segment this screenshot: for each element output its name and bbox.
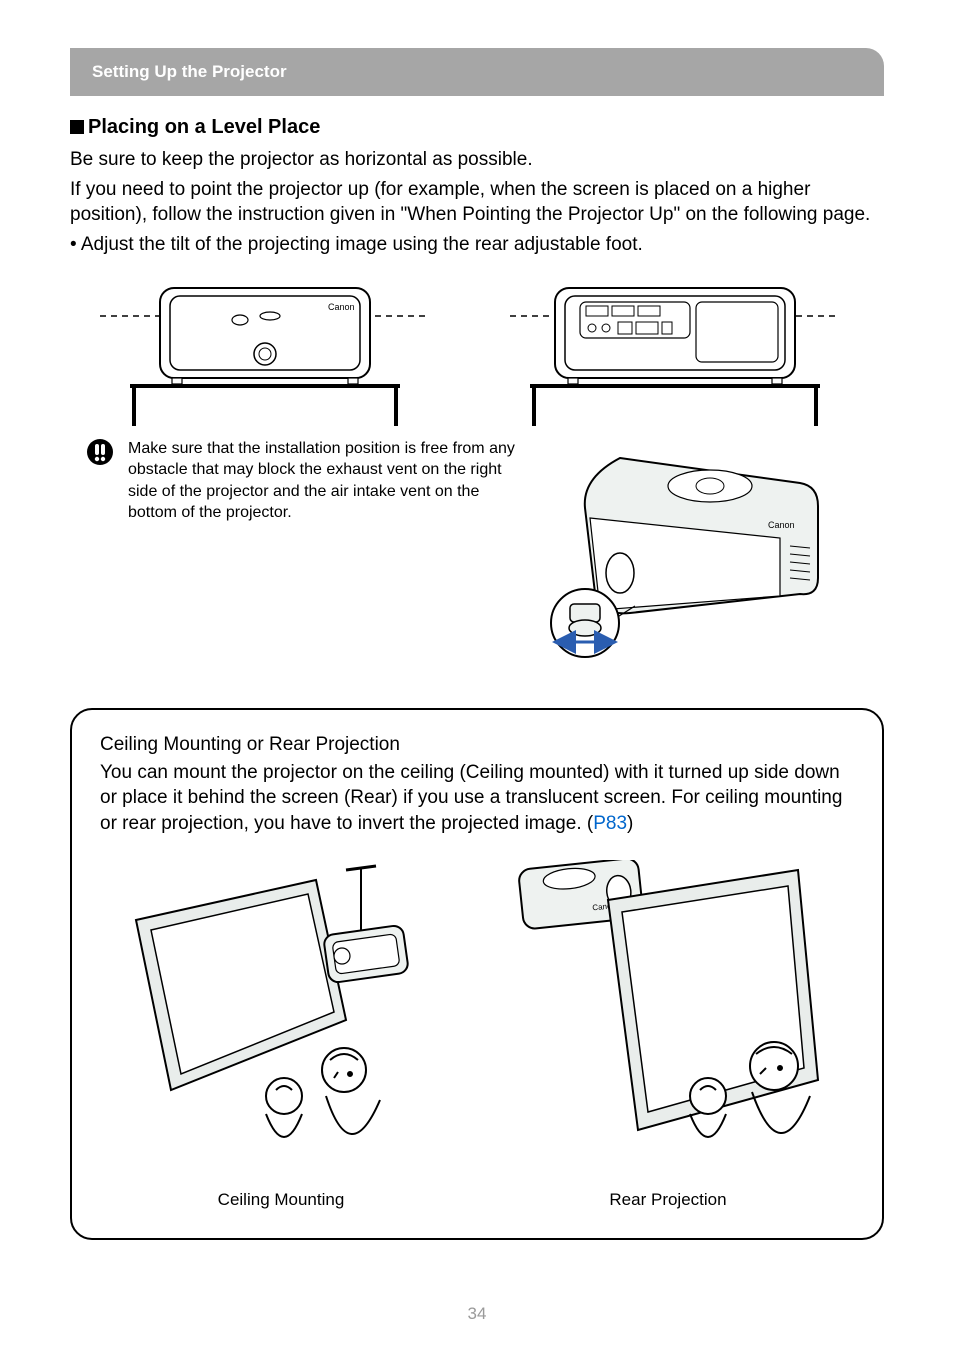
info-box: Ceiling Mounting or Rear Projection You … (70, 708, 884, 1241)
page-header-title: Setting Up the Projector (92, 62, 287, 81)
page: Setting Up the Projector Placing on a Le… (0, 0, 954, 1352)
section-heading-text: Placing on a Level Place (88, 116, 320, 138)
page-link-p83[interactable]: P83 (593, 813, 627, 834)
figure-ceiling-mounting: Ceiling Mounting (116, 860, 446, 1210)
info-box-body-pre: You can mount the projector on the ceili… (100, 762, 842, 834)
square-bullet-icon (70, 120, 84, 134)
projector-front-drawing: Canon (100, 276, 430, 426)
info-box-title: Ceiling Mounting or Rear Projection (100, 734, 854, 756)
figure-rear-projection: Canon (498, 860, 838, 1210)
info-box-body-post: ) (627, 813, 633, 834)
bullet-line: • Adjust the tilt of the projecting imag… (70, 232, 884, 258)
note-text: Make sure that the installation position… (128, 438, 518, 524)
info-box-body: You can mount the projector on the ceili… (100, 760, 854, 837)
info-box-figures: Ceiling Mounting Canon (100, 860, 854, 1210)
page-number: 34 (0, 1304, 954, 1324)
projector-foot-drawing: Canon (530, 428, 850, 658)
ceiling-mounting-drawing (116, 860, 446, 1180)
figure-row-top: Canon (100, 276, 884, 426)
section-heading: Placing on a Level Place (70, 116, 884, 139)
note-region: Make sure that the installation position… (70, 438, 884, 658)
page-header: Setting Up the Projector (70, 48, 884, 96)
svg-text:Canon: Canon (328, 302, 355, 312)
paragraph-1: Be sure to keep the projector as horizon… (70, 147, 884, 173)
caption-rear: Rear Projection (609, 1190, 726, 1210)
svg-text:Canon: Canon (768, 520, 795, 530)
figure-projector-rear (510, 276, 840, 426)
caution-icon (86, 438, 114, 466)
caption-ceiling: Ceiling Mounting (218, 1190, 345, 1210)
figure-projector-front: Canon (100, 276, 430, 426)
projector-rear-drawing (510, 276, 840, 426)
paragraph-2: If you need to point the projector up (f… (70, 177, 884, 228)
rear-projection-drawing: Canon (498, 860, 838, 1180)
